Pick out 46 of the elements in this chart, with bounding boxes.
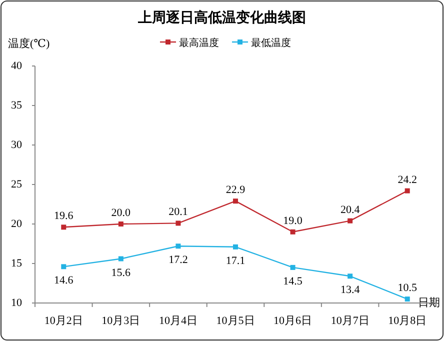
data-label: 20.0 [111,207,132,219]
y-tick-label: 40 [11,60,22,72]
point [176,220,181,226]
point [233,244,238,250]
y-tick-label: 25 [11,178,22,190]
point [290,229,296,234]
point [118,222,124,226]
x-tick-label: 10月8日 [388,315,427,327]
legend-label: 最高温度 [179,37,219,49]
x-tick-label: 10月4日 [158,315,198,327]
point [290,264,296,270]
data-label: 15.6 [111,266,132,279]
y-axis-title: 温度(℃) [8,37,50,50]
point [233,198,238,204]
point [348,218,353,224]
data-label: 17.1 [226,254,246,267]
data-label: 19.0 [283,214,303,227]
y-tick-label: 15 [11,258,22,270]
x-tick-label: 10月6日 [274,315,312,327]
chart-title: 上周逐日高低温变化曲线图 [137,9,306,26]
point [404,188,410,194]
x-tick-label: 10月2日 [44,315,83,327]
data-label: 24.2 [398,174,417,186]
x-tick-label: 10月7日 [330,315,370,327]
point [61,224,66,230]
point [404,296,410,302]
data-label: 20.4 [340,204,360,216]
data-label: 22.9 [226,184,246,196]
data-label: 14.6 [54,274,74,287]
point [61,264,66,270]
data-label: 14.5 [283,275,303,288]
data-label: 17.2 [168,254,188,266]
x-tick-label: 10月3日 [102,315,140,327]
x-tick-label: 10月5日 [216,315,255,327]
y-tick-label: 30 [11,139,22,151]
data-label: 20.1 [168,206,188,218]
legend-label: 最低温度 [251,37,291,49]
y-tick-label: 35 [11,100,22,112]
point [176,244,181,249]
point [348,274,353,279]
data-label: 13.4 [340,284,360,296]
data-label: 10.5 [398,282,418,294]
data-label: 19.6 [54,210,74,222]
y-tick-label: 20 [11,218,22,230]
y-tick-label: 10 [11,297,22,309]
point [118,256,124,262]
